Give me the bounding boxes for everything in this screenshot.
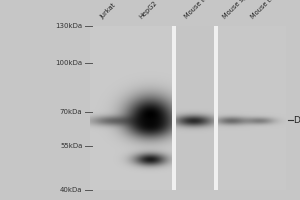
- Text: 70kDa: 70kDa: [60, 109, 82, 115]
- Bar: [214, 26, 218, 190]
- Text: DTX2: DTX2: [293, 116, 300, 125]
- Bar: [90, 26, 172, 190]
- Bar: [176, 26, 214, 190]
- Text: 100kDa: 100kDa: [56, 60, 82, 66]
- Text: HepG2: HepG2: [138, 0, 158, 20]
- Text: Jurkat: Jurkat: [99, 2, 117, 20]
- Text: 55kDa: 55kDa: [60, 143, 82, 149]
- Text: Mouse testis: Mouse testis: [183, 0, 217, 20]
- Text: Mouse spleen: Mouse spleen: [221, 0, 258, 20]
- Bar: [218, 26, 286, 190]
- Text: 130kDa: 130kDa: [56, 23, 82, 29]
- Bar: [172, 26, 176, 190]
- Text: Mouse thymus: Mouse thymus: [250, 0, 288, 20]
- Text: 40kDa: 40kDa: [60, 187, 82, 193]
